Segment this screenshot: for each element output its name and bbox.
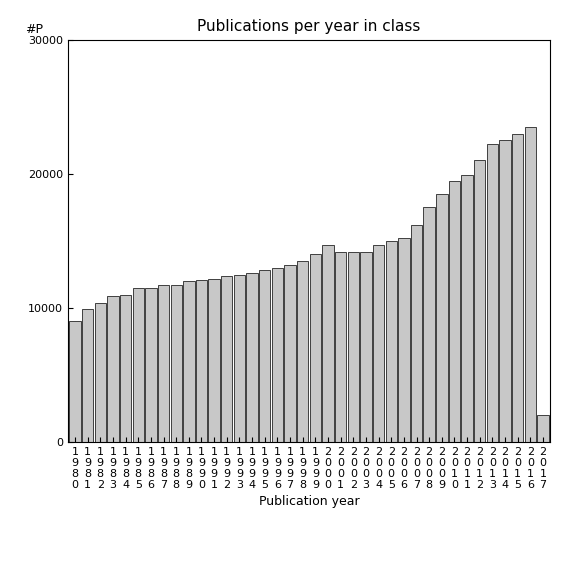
Bar [322,245,334,442]
Bar [500,141,511,442]
Bar [107,296,119,442]
Bar [373,245,384,442]
Bar [95,303,106,442]
Bar [538,416,549,442]
Bar [411,225,422,442]
Bar [69,321,81,442]
Text: #P: #P [24,23,43,36]
Bar [512,134,523,442]
Bar [436,194,447,442]
Bar [449,180,460,442]
Bar [158,285,169,442]
Bar [196,280,207,442]
Bar [145,288,156,442]
X-axis label: Publication year: Publication year [259,495,359,508]
Bar [183,281,194,442]
Bar [247,273,258,442]
Bar [386,241,397,442]
Bar [221,276,232,442]
Bar [82,310,94,442]
Bar [486,145,498,442]
Bar [524,127,536,442]
Bar [259,270,270,442]
Bar [462,175,473,442]
Bar [335,252,346,442]
Bar [133,288,144,442]
Bar [424,208,435,442]
Bar [398,238,409,442]
Bar [284,265,296,442]
Bar [474,160,485,442]
Bar [209,278,220,442]
Bar [272,268,283,442]
Bar [234,274,245,442]
Bar [310,255,321,442]
Bar [120,295,132,442]
Bar [348,252,359,442]
Bar [360,252,371,442]
Title: Publications per year in class: Publications per year in class [197,19,421,35]
Bar [171,285,182,442]
Bar [297,261,308,442]
